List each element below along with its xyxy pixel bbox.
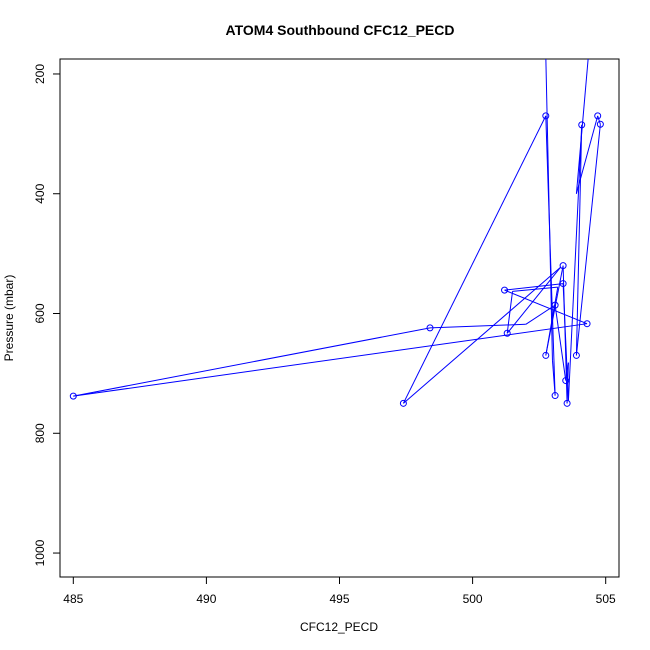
data-point <box>501 286 509 294</box>
series-segment <box>575 59 589 194</box>
data-point <box>559 262 567 270</box>
y-tick-label: 200 <box>33 64 47 84</box>
data-point <box>551 392 559 400</box>
series-segment <box>575 124 583 356</box>
data-point <box>542 351 550 359</box>
series-segment <box>429 323 526 329</box>
data-point <box>562 377 570 385</box>
x-axis-label: CFC12_PECD <box>300 620 378 634</box>
data-point <box>542 112 550 120</box>
data-point <box>426 324 434 332</box>
y-axis-label: Pressure (mbar) <box>2 275 16 362</box>
series-segment <box>554 305 567 381</box>
x-tick-label: 495 <box>329 592 349 606</box>
series-layer <box>69 59 604 407</box>
data-point <box>578 121 586 129</box>
series-segment <box>545 115 556 396</box>
x-tick-label: 500 <box>463 592 483 606</box>
series-segment <box>512 286 558 292</box>
series-segment <box>403 267 561 404</box>
series-segment <box>562 283 569 401</box>
data-point <box>594 112 602 120</box>
x-tick-label: 490 <box>196 592 216 606</box>
series-segment <box>506 267 561 334</box>
chart-title: ATOM4 Southbound CFC12_PECD <box>226 22 455 38</box>
data-point <box>503 329 511 337</box>
data-point <box>559 280 567 288</box>
y-tick-label: 800 <box>33 423 47 443</box>
data-point <box>596 120 604 128</box>
y-tick-label: 600 <box>33 303 47 323</box>
series-segment <box>597 115 601 125</box>
series-segment <box>575 124 601 356</box>
y-tick-label: 1000 <box>33 539 47 566</box>
series-segment <box>506 291 514 334</box>
series-segment <box>73 323 588 397</box>
x-tick-label: 505 <box>596 592 616 606</box>
data-point <box>551 301 559 309</box>
series-segment <box>73 327 431 397</box>
series-segment <box>575 115 599 194</box>
series-segment <box>525 304 556 325</box>
data-point <box>572 351 580 359</box>
data-point <box>399 399 407 407</box>
series-segment <box>402 115 547 404</box>
data-point <box>69 392 77 400</box>
x-axis: 485 490 495 500 505 <box>63 577 616 606</box>
data-point <box>583 320 591 328</box>
x-tick-label: 485 <box>63 592 83 606</box>
y-axis: 200 400 600 800 1000 <box>33 64 60 566</box>
series-segment <box>567 124 583 401</box>
y-tick-label: 400 <box>33 183 47 203</box>
data-point <box>563 399 571 407</box>
series-segment <box>504 283 564 291</box>
series-segment <box>504 289 588 325</box>
